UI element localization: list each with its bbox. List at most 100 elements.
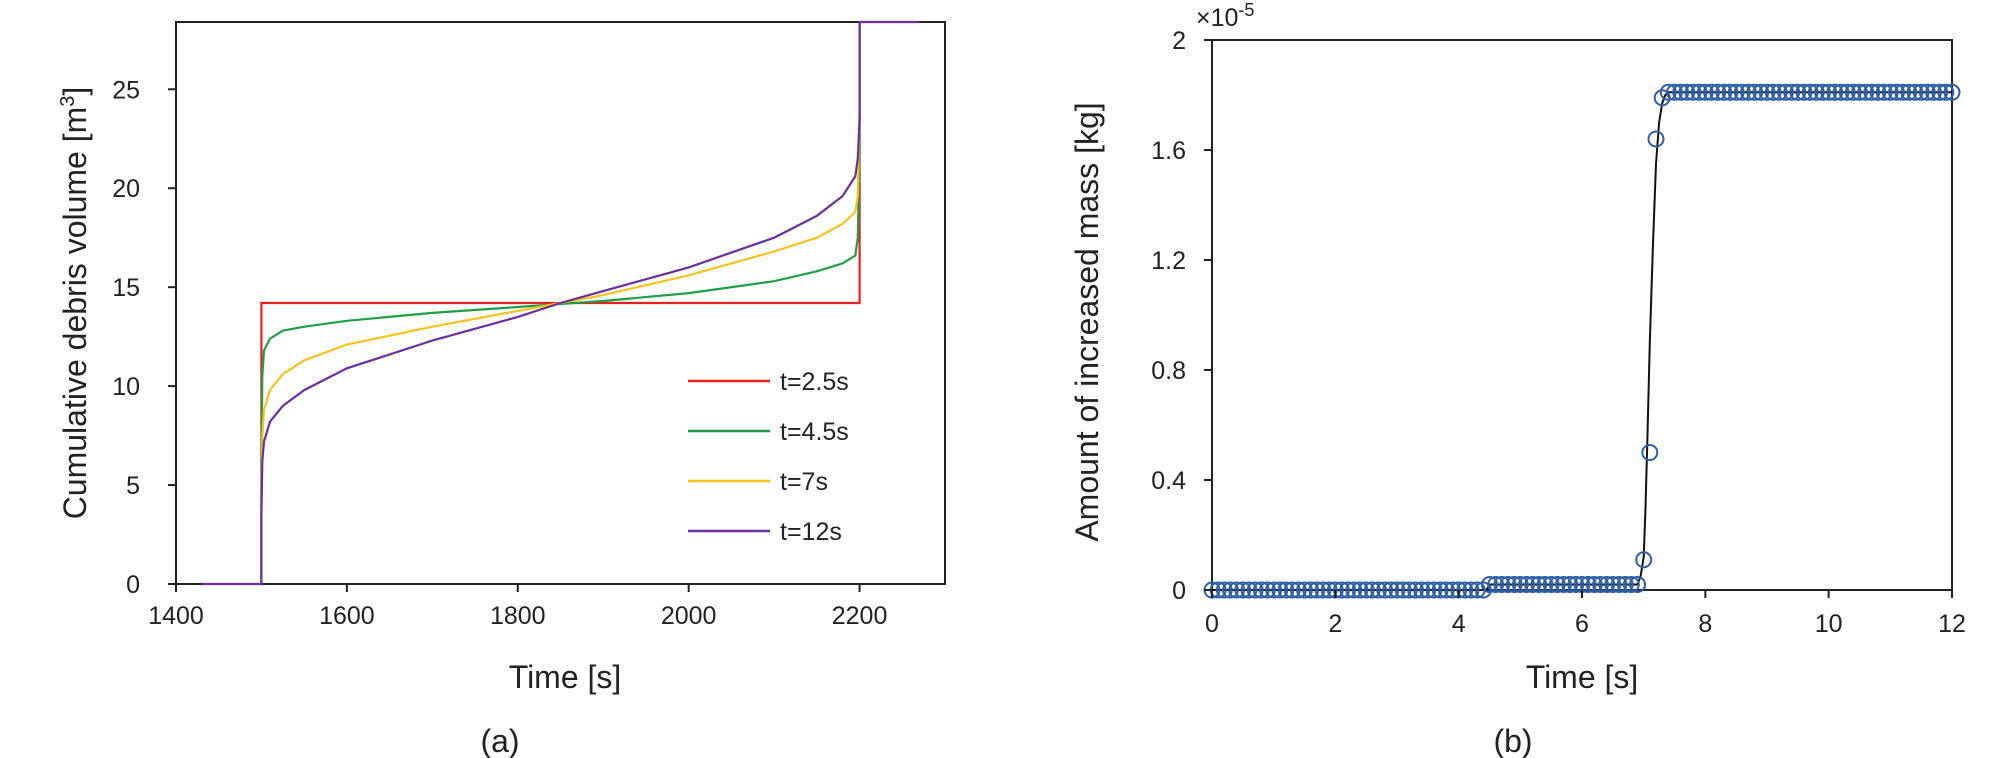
chart-b-data-point-37 <box>1431 581 1449 599</box>
chart-b-data-point-13 <box>1283 581 1301 599</box>
chart-a-x-tick-label-0: 1400 <box>148 602 204 630</box>
chart-b-data-point-105 <box>1851 83 1868 101</box>
chart-b-data-point-80 <box>1696 83 1714 101</box>
chart-b-data-point-120 <box>1943 83 1961 101</box>
chart-b-data-point-108 <box>1869 83 1887 101</box>
chart-b-data-point-99 <box>1814 83 1831 101</box>
chart-b-data-point-62 <box>1585 576 1603 593</box>
chart-b-data-point-41 <box>1456 581 1474 599</box>
chart-a-x-tick-label-2: 1800 <box>490 602 546 630</box>
chart-a-legend-label-1: t=2.5s <box>780 368 849 396</box>
chart-b-data-point-45 <box>1481 576 1498 593</box>
chart-b-data-point-69 <box>1629 576 1646 593</box>
chart-b-x-tick-label-6: 12 <box>1938 610 1966 638</box>
chart-b-data-point-109 <box>1875 83 1893 101</box>
chart-a-plot-frame <box>175 21 946 585</box>
chart-b-data-point-96 <box>1795 83 1813 101</box>
chart-b-y-tick-label-4: 1.6 <box>1151 137 1186 165</box>
chart-a-y-tick-label-3: 15 <box>112 274 140 302</box>
chart-b-x-tick-label-4: 8 <box>1698 610 1712 638</box>
chart-b-data-point-48 <box>1499 576 1517 593</box>
chart-b-data-point-101 <box>1826 83 1844 101</box>
chart-b-data-point-118 <box>1931 83 1949 101</box>
chart-b-data-point-7 <box>1246 581 1264 599</box>
chart-b-data-point-111 <box>1888 83 1905 101</box>
chart-b-data-point-12 <box>1277 581 1295 599</box>
chart-b-data-point-57 <box>1555 576 1572 593</box>
chart-b-data-point-65 <box>1604 576 1622 593</box>
chart-b-data-point-53 <box>1530 576 1548 593</box>
chart-b-data-point-35 <box>1419 581 1437 599</box>
chart-a-x-tick-label-1: 1600 <box>319 602 375 630</box>
chart-b-data-point-58 <box>1561 576 1579 593</box>
chart-b-data-point-83 <box>1715 83 1733 101</box>
chart-b-data-point-76 <box>1672 83 1690 101</box>
chart-b-data-point-90 <box>1758 83 1776 101</box>
chart-a-x-tick-label-3: 2000 <box>661 602 717 630</box>
chart-b-y-tick-label-5: 2 <box>1172 27 1186 55</box>
chart-b-y-tick-label-3: 1.2 <box>1151 247 1186 275</box>
chart-b-x-tick-label-5: 10 <box>1815 610 1843 638</box>
chart-a-y-tick-label-4: 20 <box>112 175 140 203</box>
chart-b-data-point-89 <box>1752 83 1770 101</box>
chart-b-x-tick-label-2: 4 <box>1452 610 1466 638</box>
chart-a-series-line-3 <box>260 22 861 584</box>
chart-b-data-point-87 <box>1740 83 1757 101</box>
chart-a-series-line-4 <box>201 20 920 586</box>
chart-b-data-point-29 <box>1382 581 1400 599</box>
chart-b-data-point-114 <box>1906 83 1924 101</box>
chart-b-fit-line <box>1212 91 1952 591</box>
chart-b-data-point-86 <box>1733 83 1751 101</box>
chart-b-data-point-116 <box>1918 83 1936 101</box>
chart-b-data-point-70 <box>1635 551 1653 569</box>
chart-b-y-tick-label-0: 0 <box>1172 577 1186 605</box>
chart-b-data-point-36 <box>1425 581 1443 599</box>
chart-b-data-point-95 <box>1789 83 1807 101</box>
chart-b-data-point-113 <box>1900 83 1918 101</box>
chart-b-data-point-71 <box>1641 444 1659 461</box>
chart-b-data-point-23 <box>1345 581 1363 599</box>
chart-b-data-point-59 <box>1567 576 1585 593</box>
chart-b-data-point-98 <box>1807 83 1825 101</box>
chart-b-data-point-33 <box>1407 581 1424 599</box>
chart-b-data-point-19 <box>1320 581 1338 599</box>
chart-a-x-tick-label-4: 2200 <box>832 602 888 630</box>
chart-b-data-point-106 <box>1857 83 1875 101</box>
chart-b-data-point-5 <box>1234 581 1252 599</box>
chart-a-legend-label-2: t=4.5s <box>780 418 849 446</box>
chart-b-data-point-28 <box>1376 581 1394 599</box>
chart-a-legend-label-4: t=12s <box>780 518 842 546</box>
chart-b-data-point-119 <box>1937 83 1955 101</box>
chart-b-data-point-67 <box>1616 576 1634 593</box>
chart-b-data-point-79 <box>1690 83 1708 101</box>
chart-a-legend: t=2.5s t=4.5s t=7s t=12s <box>688 368 849 546</box>
chart-b-data-point-17 <box>1308 581 1326 599</box>
chart-b-data-point-14 <box>1289 581 1307 599</box>
chart-b-data-point-74 <box>1659 83 1677 101</box>
chart-b-data-point-94 <box>1783 83 1801 101</box>
chart-b-data-point-66 <box>1610 576 1628 593</box>
chart-b-data-point-100 <box>1820 83 1838 101</box>
chart-a-y-axis-title: Cumulative debris volume [m3] <box>57 87 93 520</box>
chart-b-data-point-63 <box>1592 576 1609 593</box>
chart-b-x-tick-label-1: 2 <box>1328 610 1342 638</box>
chart-b-data-point-30 <box>1388 581 1406 599</box>
chart-b-data-point-82 <box>1709 83 1727 101</box>
chart-b-data-point-93 <box>1777 83 1794 101</box>
chart-b-data-point-78 <box>1684 83 1702 101</box>
chart-b-data-point-97 <box>1801 83 1819 101</box>
chart-b-data-point-92 <box>1770 83 1788 101</box>
chart-a-y-tick-label-2: 10 <box>112 373 140 401</box>
chart-b-data-point-110 <box>1881 83 1899 101</box>
chart-b-data-point-52 <box>1524 576 1542 593</box>
chart-b-y-tick-label-1: 0.4 <box>1151 467 1186 495</box>
chart-b-data-point-107 <box>1863 83 1881 101</box>
chart-a-y-tick-label-1: 5 <box>126 472 140 500</box>
chart-b-data-point-6 <box>1240 581 1258 599</box>
chart-b-data-point-54 <box>1536 576 1554 593</box>
chart-b-data-point-31 <box>1394 581 1412 599</box>
chart-b-exponent-label: ×10-5 <box>1196 0 1254 32</box>
chart-b-data-point-68 <box>1622 576 1640 593</box>
chart-b: 0 2 4 6 8 10 12 00.40.81.21.62 ×10-5 Time [s] … <box>1069 0 1966 758</box>
chart-a-y-tick-label-5: 25 <box>112 76 140 104</box>
